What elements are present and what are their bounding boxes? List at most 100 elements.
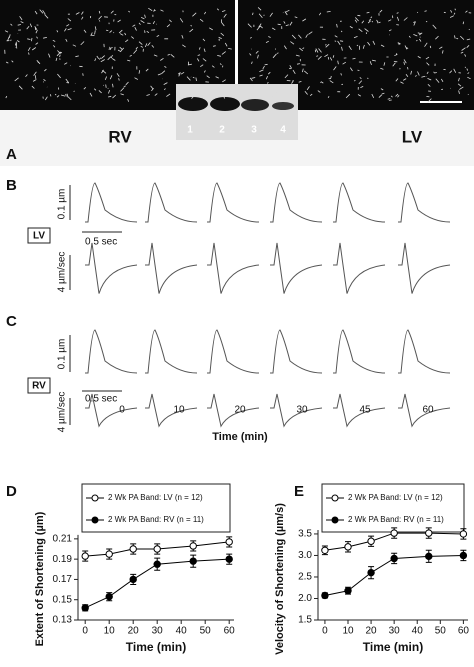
lane-label: 4 [280, 125, 286, 136]
blot-band-mark [241, 99, 269, 111]
legend-box [321, 483, 465, 533]
time-label: 30 [296, 405, 308, 416]
legend-label: 2 Wk PA Band: RV (n = 11) [348, 515, 444, 524]
y-label: Extent of Shortening (µm) [34, 511, 46, 646]
x-label: Time (min) [212, 431, 268, 443]
series-line [324, 554, 464, 596]
lv-label: LV [402, 127, 423, 146]
shortening-trace [207, 182, 260, 223]
data-point [81, 604, 89, 612]
data-point [344, 543, 352, 551]
chamber-box [27, 227, 51, 244]
y-tick-label: 0.19 [53, 554, 73, 565]
series-line [324, 532, 464, 551]
shortening-trace [145, 182, 198, 223]
scale-label: 4 µm/sec [57, 252, 68, 293]
y-tick-label: 0.21 [53, 533, 73, 544]
shortening-trace [85, 182, 138, 223]
panel-label: C [6, 313, 17, 330]
x-tick-label: 10 [104, 626, 116, 637]
velocity-trace [85, 242, 138, 294]
data-point [189, 542, 197, 550]
scale-label: 0.5 sec [85, 394, 117, 405]
legend-marker [331, 494, 339, 502]
chamber-label: RV [32, 381, 46, 392]
x-tick-label: 10 [342, 626, 354, 637]
legend-marker [91, 494, 99, 502]
y-tick-label: 1.5 [298, 615, 312, 626]
data-point [367, 537, 375, 545]
shortening-trace [145, 329, 198, 374]
velocity-trace [333, 393, 386, 428]
panel-label: E [294, 483, 304, 500]
x-tick-label: 60 [224, 626, 236, 637]
shortening-trace [398, 329, 451, 374]
data-point [81, 552, 89, 560]
data-point [189, 557, 197, 565]
data-point [129, 575, 137, 584]
micrograph-texture [4, 7, 232, 102]
data-point [225, 538, 233, 546]
x-tick-label: 30 [389, 626, 401, 637]
velocity-trace [207, 242, 260, 294]
data-point [321, 591, 329, 600]
x-tick-label: 20 [128, 626, 140, 637]
x-tick-label: 30 [152, 626, 164, 637]
velocity-trace [333, 242, 386, 294]
y-label: Velocity of Shortening (µm/s) [274, 503, 286, 655]
micrograph-texture [247, 7, 472, 103]
data-point [129, 545, 137, 553]
y-tick-label: 0.17 [53, 574, 73, 585]
x-tick-label: 40 [412, 626, 424, 637]
legend-box [81, 483, 231, 533]
data-point [459, 551, 468, 560]
panel-label: B [6, 177, 17, 194]
shortening-trace [333, 329, 386, 374]
data-point [390, 554, 398, 563]
scale-label: 0.1 µm [57, 339, 68, 370]
velocity-trace [207, 393, 260, 428]
velocity-trace [85, 393, 138, 428]
velocity-trace [398, 242, 451, 294]
chamber-box [27, 377, 51, 394]
legend-marker [331, 516, 339, 524]
data-point [105, 592, 113, 601]
chamber-label: LV [33, 231, 45, 242]
y-tick-label: 0.15 [53, 594, 73, 605]
shortening-trace [270, 182, 323, 223]
y-tick-label: 0.13 [53, 615, 73, 626]
time-label: 0 [119, 405, 125, 416]
data-point [321, 546, 329, 554]
blot-band-mark [272, 102, 294, 110]
data-point [390, 529, 398, 537]
legend-marker [91, 516, 99, 524]
lane-label: 2 [219, 125, 225, 136]
shortening-trace [270, 329, 323, 374]
data-point [153, 560, 161, 568]
shortening-trace [398, 182, 451, 223]
time-label: 20 [234, 405, 246, 416]
shortening-trace [207, 329, 260, 374]
x-label: Time (min) [363, 640, 423, 654]
x-tick-label: 0 [82, 626, 88, 637]
time-label: 10 [173, 405, 185, 416]
legend-label: 2 Wk PA Band: RV (n = 11) [108, 515, 204, 524]
velocity-trace [270, 242, 323, 294]
series-line [84, 558, 230, 609]
velocity-trace [398, 393, 451, 428]
time-label: 45 [359, 405, 371, 416]
y-tick-label: 2.0 [298, 593, 312, 604]
velocity-trace [270, 393, 323, 428]
x-tick-label: 50 [435, 626, 447, 637]
x-tick-label: 0 [322, 626, 328, 637]
data-point [459, 530, 468, 538]
lane-label: 1 [187, 125, 193, 136]
shortening-trace [333, 182, 386, 223]
x-tick-label: 50 [200, 626, 212, 637]
data-point [105, 550, 113, 558]
velocity-trace [145, 393, 198, 428]
velocity-trace [145, 242, 198, 294]
blot-band-mark [210, 97, 240, 111]
axis [317, 529, 468, 621]
